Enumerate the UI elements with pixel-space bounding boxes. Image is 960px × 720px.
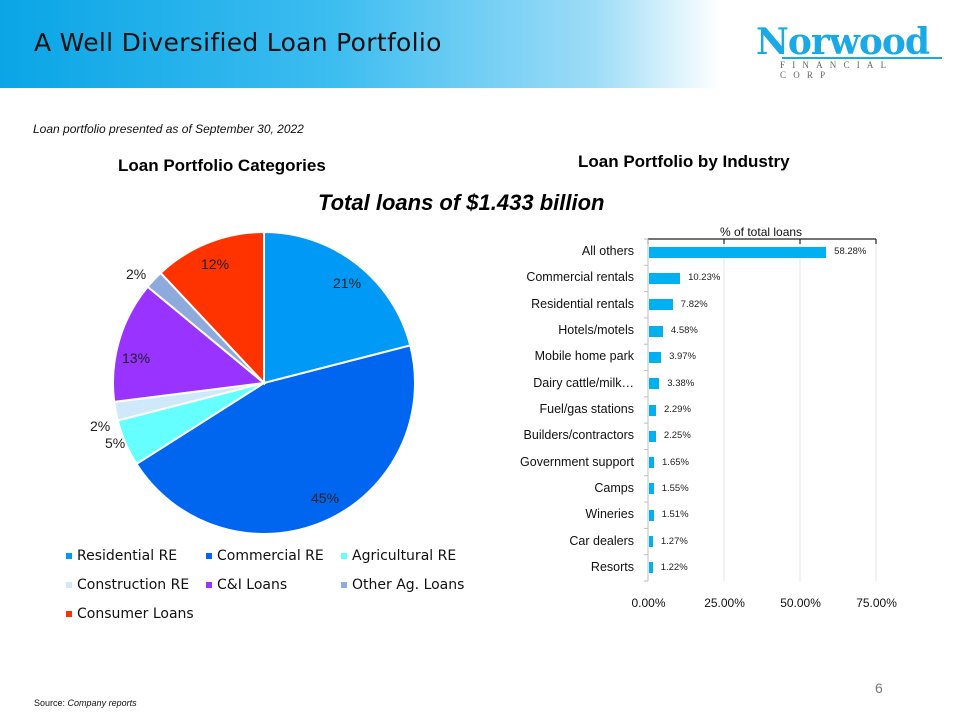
- legend-label: Consumer Loans: [77, 606, 194, 622]
- legend-label: C&I Loans: [217, 577, 288, 593]
- legend-swatch-icon: [66, 553, 72, 559]
- bar-value-label: 1.27%: [660, 535, 688, 547]
- source-value: Company reports: [67, 698, 137, 708]
- bar: [649, 483, 654, 495]
- legend-swatch-icon: [206, 582, 212, 588]
- x-tick-label: 25.00%: [704, 596, 745, 610]
- bar-value-label: 2.25%: [663, 430, 691, 442]
- legend-item: Other Ag. Loans: [341, 577, 464, 593]
- bar-value-label: 1.55%: [661, 482, 689, 494]
- bar-category-label: Dairy cattle/milk…: [533, 375, 634, 390]
- legend-swatch-icon: [341, 553, 347, 559]
- legend-label: Agricultural RE: [352, 548, 457, 564]
- legend-swatch-icon: [206, 553, 212, 559]
- pie-label: 12%: [201, 256, 230, 272]
- pie-slice-c-i-loans: [112, 285, 267, 404]
- legend-label: Construction RE: [77, 577, 190, 593]
- legend-item: Construction RE: [66, 577, 189, 593]
- bar: [649, 272, 681, 284]
- pie-slice-residential-re: [263, 230, 412, 385]
- bar-value-label: 4.58%: [670, 325, 698, 337]
- legend-swatch-icon: [66, 611, 72, 617]
- bar: [649, 246, 827, 258]
- x-tick-label: 0.00%: [631, 596, 666, 610]
- total-loans-headline: Total loans of $1.433 billion: [318, 190, 605, 215]
- bar-value-label: 2.29%: [663, 404, 691, 415]
- as-of-note: Loan portfolio presented as of September…: [33, 122, 304, 136]
- page-number: 6: [875, 680, 883, 696]
- bar-chart-title: Loan Portfolio by Industry: [578, 152, 790, 171]
- pie-label: 21%: [333, 275, 362, 291]
- pie-slice-commercial-re: [135, 344, 416, 535]
- slide-title: A Well Diversified Loan Portfolio: [34, 28, 442, 57]
- bar-category-label: Commercial rentals: [526, 270, 634, 285]
- bar-category-label: Wineries: [585, 507, 634, 522]
- legend-swatch-icon: [66, 582, 72, 588]
- bar-value-label: 1.65%: [662, 456, 689, 468]
- bar-category-label: Fuel/gas stations: [539, 402, 635, 416]
- bar-value-label: 10.23%: [688, 272, 721, 284]
- pie-slice-consumer-loans: [159, 230, 265, 386]
- source-label: Source:: [34, 698, 66, 708]
- bar-category-label: Car dealers: [569, 533, 634, 548]
- pie-label: 2%: [126, 266, 147, 282]
- legend-item: Residential RE: [66, 548, 177, 564]
- bar-category-label: Government support: [520, 454, 634, 469]
- x-tick-label: 75.00%: [856, 596, 897, 610]
- bar: [649, 378, 660, 390]
- bar: [649, 325, 663, 337]
- legend-item: Consumer Loans: [66, 606, 194, 622]
- bar-value-label: 1.22%: [660, 561, 688, 573]
- logo-subtitle: FINANCIAL CORP: [780, 60, 893, 80]
- pie-label: 13%: [122, 350, 151, 366]
- bar-category-label: Builders/contractors: [523, 428, 634, 443]
- legend-item: C&I Loans: [206, 577, 287, 593]
- pie-label: 5%: [105, 435, 126, 451]
- norwood-logo: Norwood FINANCIAL CORP: [756, 22, 946, 80]
- slide-header: A Well Diversified Loan Portfolio Norwoo…: [0, 0, 960, 88]
- bar-category-label: Hotels/motels: [558, 323, 634, 338]
- bar: [649, 457, 655, 469]
- bar-value-label: 7.82%: [680, 298, 708, 310]
- bar-value-label: 58.28%: [834, 246, 867, 258]
- logo-rule: [782, 57, 942, 59]
- pie-label: 45%: [311, 490, 340, 506]
- logo-wordmark: Norwood: [756, 21, 930, 63]
- bar-category-label: All others: [581, 244, 634, 259]
- legend-item: Commercial RE: [206, 548, 324, 564]
- legend-label: Commercial RE: [217, 548, 324, 564]
- bar-value-label: 3.38%: [667, 377, 695, 389]
- bar: [649, 299, 673, 311]
- bar: [649, 404, 656, 416]
- bar: [649, 536, 653, 548]
- bar: [649, 562, 653, 574]
- bar-category-label: Camps: [594, 480, 634, 495]
- bar-category-label: Resorts: [590, 559, 634, 574]
- bar-value-label: 3.97%: [669, 351, 696, 363]
- bar: [649, 430, 656, 442]
- pie-chart-title: Loan Portfolio Categories: [118, 156, 326, 175]
- legend-label: Other Ag. Loans: [352, 577, 465, 593]
- legend-label: Residential RE: [77, 548, 178, 564]
- bar-axis-title: % of total loans: [720, 225, 803, 239]
- bar-category-label: Residential rentals: [531, 296, 634, 311]
- legend-swatch-icon: [341, 582, 347, 588]
- legend-item: Agricultural RE: [341, 548, 456, 564]
- bar: [649, 351, 662, 363]
- bar-value-label: 1.51%: [661, 509, 689, 521]
- source-note: Source: Company reports: [34, 698, 137, 708]
- x-tick-label: 50.00%: [780, 596, 821, 610]
- bar: [649, 509, 654, 521]
- bar-category-label: Mobile home park: [534, 349, 634, 364]
- pie-label: 2%: [90, 418, 111, 434]
